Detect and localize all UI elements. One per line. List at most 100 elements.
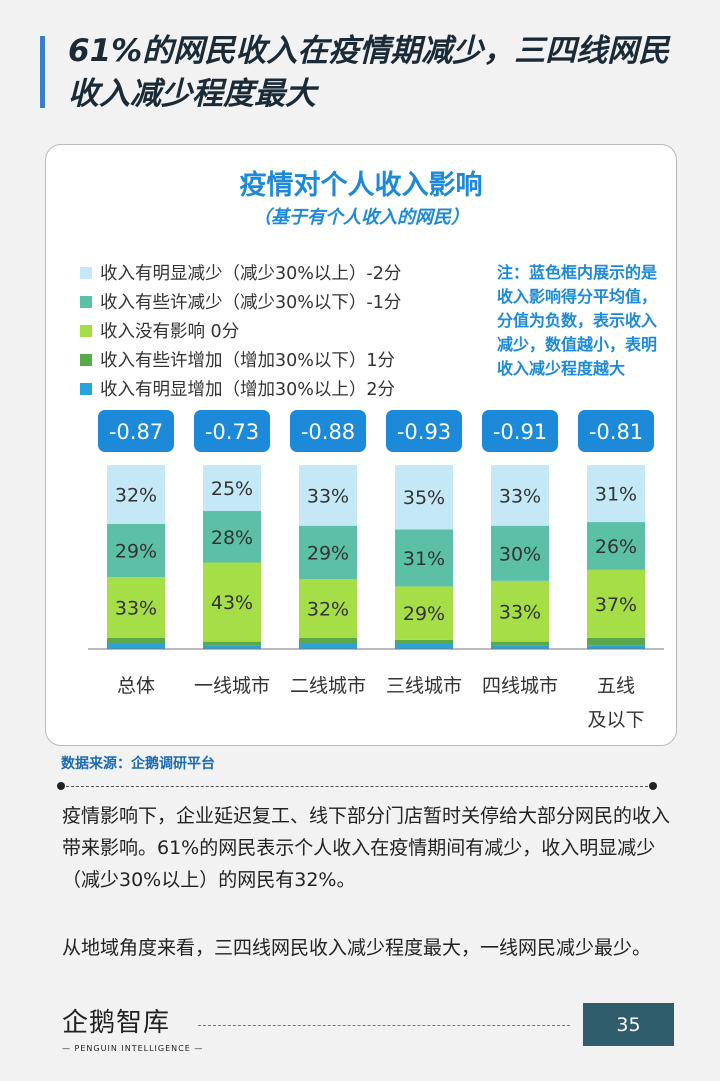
- data-label: 29%: [115, 541, 157, 563]
- bar-segment: [203, 511, 261, 563]
- bar-segment: [491, 645, 549, 649]
- bar-segment: [107, 465, 165, 524]
- score-box: [578, 410, 654, 452]
- category-label: 二线城市: [290, 675, 366, 697]
- score-label: -0.91: [493, 420, 547, 444]
- bar-segment: [491, 525, 549, 581]
- score-label: -0.87: [109, 420, 163, 444]
- bar-segment: [395, 586, 453, 640]
- bar-segment: [203, 641, 261, 646]
- divider-dot-right: [649, 782, 657, 790]
- legend-swatch: [80, 295, 92, 308]
- legend-item: 收入有些许减少（减少30%以下）-1分: [80, 287, 401, 316]
- data-label: 31%: [595, 484, 637, 506]
- bar-segment: [395, 529, 453, 587]
- data-label: 33%: [499, 485, 541, 507]
- bar-segment: [107, 637, 165, 644]
- bar-segment: [107, 643, 165, 649]
- legend-item: 收入有些许增加（增加30%以下）1分: [80, 345, 401, 374]
- data-label: 33%: [115, 598, 157, 620]
- bar-segment: [491, 641, 549, 646]
- chart-note: 注：蓝色框内展示的是收入影响得分平均值，分值为负数，表示收入减少，数值越小，表明…: [497, 263, 658, 378]
- category-label: 一线城市: [194, 675, 270, 697]
- section-divider: [61, 786, 653, 787]
- data-label: 28%: [211, 527, 253, 549]
- score-box: [482, 410, 558, 452]
- divider-dot-left: [57, 782, 65, 790]
- data-label: 43%: [211, 592, 253, 614]
- legend-item: 收入没有影响 0分: [80, 316, 401, 345]
- data-label: 29%: [307, 542, 349, 564]
- bar-segment: [107, 523, 165, 578]
- data-label: 33%: [307, 485, 349, 507]
- data-label: 37%: [595, 594, 637, 616]
- bar-segment: [587, 522, 645, 570]
- page-number: 35: [583, 1003, 674, 1046]
- legend-swatch: [80, 266, 92, 279]
- bar-segment: [587, 637, 645, 646]
- bar-segment: [203, 465, 261, 511]
- score-label: -0.93: [397, 420, 451, 444]
- data-label: 29%: [403, 603, 445, 625]
- data-label: 31%: [403, 548, 445, 570]
- category-label: 总体: [117, 675, 155, 697]
- bar-segment: [299, 525, 357, 580]
- logo-text: 企鹅智库: [62, 1008, 171, 1038]
- category-label: 及以下: [587, 709, 644, 731]
- data-label: 32%: [307, 599, 349, 621]
- data-label: 32%: [115, 484, 157, 506]
- legend-item: 收入有明显减少（减少30%以上）-2分: [80, 258, 401, 287]
- legend-swatch: [80, 324, 92, 337]
- logo-subtitle: — PENGUIN INTELLIGENCE —: [62, 1044, 204, 1053]
- score-label: -0.88: [301, 420, 355, 444]
- chart-legend: 收入有明显减少（减少30%以上）-2分 收入有些许减少（减少30%以下）-1分 收入…: [80, 258, 401, 403]
- data-label: 33%: [499, 601, 541, 623]
- legend-label: 收入没有影响 0分: [100, 322, 240, 342]
- category-label: 三线城市: [386, 675, 462, 697]
- footer-divider: [198, 1025, 570, 1026]
- bar-segment: [587, 465, 645, 523]
- data-label: 35%: [403, 487, 445, 509]
- legend-label: 收入有明显增加（增加30%以上）2分: [100, 380, 396, 400]
- score-label: -0.81: [589, 420, 643, 444]
- data-label: 30%: [499, 543, 541, 565]
- title-accent-bar: [40, 36, 45, 108]
- legend-label: 收入有些许减少（减少30%以下）-1分: [100, 293, 402, 313]
- body-paragraph-2: 从地域角度来看，三四线网民收入减少程度最大，一线网民减少最少。: [62, 937, 652, 959]
- page-title: 61%的网民收入在疫情期减少，三四线网民收入减少程度最大: [68, 33, 670, 112]
- score-box: [194, 410, 270, 452]
- bar-segment: [107, 577, 165, 638]
- bar-segment: [299, 465, 357, 526]
- bar-segment: [395, 643, 453, 649]
- chart-card: 疫情对个人收入影响 （基于有个人收入的网民） 收入有明显减少（减少30%以上）-…: [45, 144, 677, 746]
- score-box: [386, 410, 462, 452]
- score-label: -0.73: [205, 420, 259, 444]
- chart-title: 疫情对个人收入影响: [239, 170, 483, 201]
- data-label: 26%: [595, 536, 637, 558]
- category-label: 五线: [597, 675, 635, 697]
- bar-segment: [299, 643, 357, 649]
- legend-swatch: [80, 382, 92, 395]
- data-source: 数据来源：企鹅调研平台: [61, 756, 215, 772]
- penguin-intelligence-logo: 企鹅智库 — PENGUIN INTELLIGENCE —: [62, 1008, 204, 1062]
- legend-label: 收入有些许增加（增加30%以下）1分: [100, 351, 396, 371]
- bar-segment: [203, 645, 261, 649]
- bar-segment: [491, 465, 549, 526]
- bar-segment: [395, 465, 453, 530]
- bar-segment: [587, 645, 645, 649]
- legend-swatch: [80, 353, 92, 366]
- bar-segment: [587, 569, 645, 638]
- score-box: [290, 410, 366, 452]
- bar-segment: [299, 579, 357, 638]
- legend-item: 收入有明显增加（增加30%以上）2分: [80, 374, 401, 403]
- score-box: [98, 410, 174, 452]
- bar-segment: [491, 580, 549, 642]
- body-paragraph-1: 疫情影响下，企业延迟复工、线下部分门店暂时关停给大部分网民的收入带来影响。61%…: [62, 805, 671, 891]
- bar-segment: [299, 637, 357, 644]
- legend-label: 收入有明显减少（减少30%以上）-2分: [100, 264, 402, 284]
- bar-segment: [203, 562, 261, 642]
- chart-subtitle: （基于有个人收入的网民）: [253, 207, 469, 228]
- data-label: 25%: [211, 478, 253, 500]
- stacked-bar-chart: -0.87 33% 29% 32% 总体 -0.73 43% 28% 25% 一线城市 -0.88 3…: [88, 410, 664, 731]
- bar-segment: [395, 639, 453, 644]
